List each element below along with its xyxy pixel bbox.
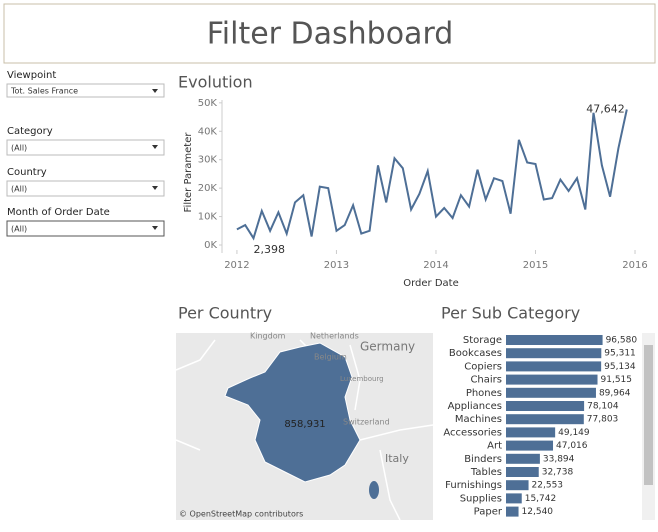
france[interactable] <box>224 342 361 483</box>
dropdown-arrow <box>152 145 158 149</box>
place: Italy <box>385 452 409 465</box>
place: Switzerland <box>343 418 390 427</box>
bar <box>506 374 598 385</box>
category-label: Machines <box>455 414 502 425</box>
category-label: Furnishings <box>445 480 502 491</box>
bar-chart: Storage 96,580 Bookcases 95,311 Copiers 95,13… <box>443 335 637 518</box>
section-title: Per Country <box>178 304 272 323</box>
value-label: 15,742 <box>525 494 557 504</box>
category-label: Accessories <box>443 427 502 438</box>
value-label: 77,803 <box>587 415 619 425</box>
dropdown-value: (All) <box>11 144 27 153</box>
bar <box>506 493 522 504</box>
dropdown-value: (All) <box>11 225 27 234</box>
filter-label: Country <box>7 167 47 178</box>
value-label: 47,642 <box>586 103 625 116</box>
corsica <box>369 481 379 499</box>
section-title: Per Sub Category <box>441 304 580 323</box>
category-label: Storage <box>463 335 502 346</box>
bar <box>506 467 539 477</box>
filter-label: Category <box>7 126 53 137</box>
value-label: 33,894 <box>543 454 575 464</box>
category-label: Copiers <box>464 361 502 372</box>
scrollbar-thumb[interactable] <box>644 345 653 485</box>
dropdown[interactable] <box>6 220 165 237</box>
category-label: Art <box>487 441 502 452</box>
value-label: 96,580 <box>606 336 638 346</box>
y-tick-label: 10K <box>198 212 218 223</box>
category-label: Phones <box>466 388 502 399</box>
category-label: Bookcases <box>449 348 502 359</box>
value-label: 78,104 <box>587 402 619 412</box>
dropdown-value: Tot. Sales France <box>10 87 78 96</box>
y-tick-label: 20K <box>198 183 218 194</box>
bar <box>506 335 603 345</box>
place: Germany <box>360 340 415 354</box>
x-tick-label: 2012 <box>224 260 249 271</box>
dashboard-title: Filter Dashboard <box>207 17 454 52</box>
bar <box>506 361 602 372</box>
map: 858,931 Kingdom Netherlands Belgium Germ… <box>175 332 434 521</box>
x-tick-label: 2016 <box>622 260 647 271</box>
dropdown[interactable] <box>6 139 165 156</box>
bar <box>506 506 519 517</box>
place: Luxembourg <box>340 375 384 383</box>
value-label: 95,311 <box>604 349 636 359</box>
value-label: 91,515 <box>601 375 633 385</box>
place: Belgium <box>314 353 347 362</box>
bar <box>506 387 596 398</box>
filter-label: Viewpoint <box>7 70 56 81</box>
x-tick-label: 2013 <box>324 260 349 271</box>
place: Netherlands <box>310 332 359 341</box>
filters: Viewpoint Tot. Sales France Category (All) C… <box>6 70 165 237</box>
y-tick-label: 30K <box>198 155 218 166</box>
value-label: 49,149 <box>558 428 590 438</box>
bar <box>506 480 529 491</box>
map-credit: © OpenStreetMap contributors <box>179 510 303 519</box>
value-label: 2,398 <box>254 243 286 256</box>
bar <box>506 401 585 411</box>
dropdown-arrow <box>152 89 158 93</box>
value-label: 22,553 <box>532 481 564 491</box>
map-value-label: 858,931 <box>284 419 325 430</box>
bar <box>506 440 554 451</box>
y-tick-label: 0K <box>204 240 217 251</box>
y-tick-label: 50K <box>198 98 218 109</box>
dropdown[interactable] <box>6 180 165 197</box>
section-title: Evolution <box>178 73 253 92</box>
bar <box>506 348 602 359</box>
dropdown-value: (All) <box>11 185 27 194</box>
bar <box>506 414 584 425</box>
value-label: 89,964 <box>599 388 631 398</box>
value-label: 12,540 <box>522 507 554 517</box>
category-label: Supplies <box>460 493 502 504</box>
bar <box>506 453 540 464</box>
dropdown-arrow <box>152 226 158 230</box>
dropdown-arrow <box>152 186 158 190</box>
category-label: Paper <box>474 507 503 518</box>
value-label: 95,134 <box>604 362 636 372</box>
bar <box>506 427 556 438</box>
value-label: 32,738 <box>542 468 574 478</box>
x-tick-label: 2014 <box>423 260 448 271</box>
category-label: Tables <box>470 467 502 478</box>
filter-label: Month of Order Date <box>7 207 110 218</box>
dropdown[interactable] <box>6 83 165 98</box>
category-label: Appliances <box>448 401 502 412</box>
category-label: Binders <box>464 454 502 465</box>
line <box>236 109 628 241</box>
value-label: 47,016 <box>556 441 588 451</box>
category-label: Chairs <box>470 375 502 386</box>
title-box <box>3 3 656 64</box>
place: Kingdom <box>250 332 286 341</box>
x-tick-label: 2015 <box>523 260 548 271</box>
x-axis-label: Order Date <box>403 278 459 289</box>
y-axis-label: Filter Parameter <box>183 132 194 213</box>
y-tick-label: 40K <box>198 126 218 137</box>
